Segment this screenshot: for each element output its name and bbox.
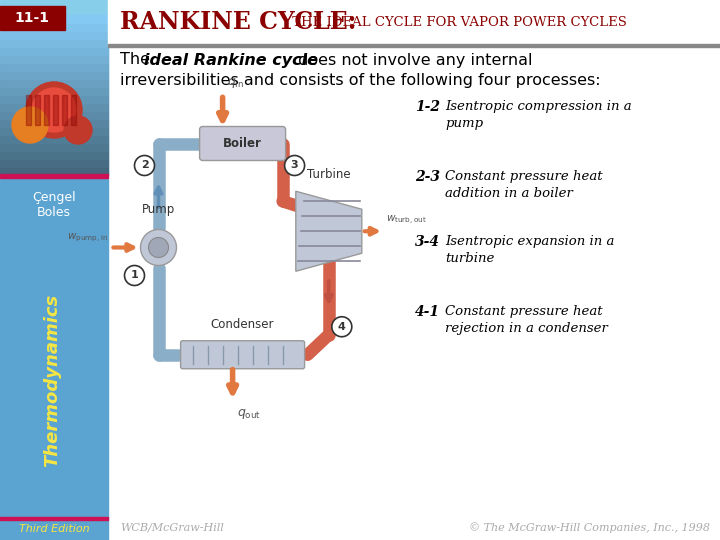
Bar xyxy=(0,135,108,143)
Text: 4: 4 xyxy=(338,322,346,332)
Text: 1-2: 1-2 xyxy=(415,100,440,114)
Bar xyxy=(0,179,108,540)
Text: WCB/McGraw-Hill: WCB/McGraw-Hill xyxy=(120,523,224,533)
Text: $w_\mathrm{turb,out}$: $w_\mathrm{turb,out}$ xyxy=(386,214,427,227)
Bar xyxy=(0,31,108,39)
Bar xyxy=(0,15,108,23)
Bar xyxy=(0,47,108,55)
Text: Third Edition: Third Edition xyxy=(19,524,89,534)
Text: $q_\mathrm{in}$: $q_\mathrm{in}$ xyxy=(227,76,243,90)
Bar xyxy=(0,39,108,47)
Text: Pump: Pump xyxy=(142,202,175,215)
FancyBboxPatch shape xyxy=(199,126,286,160)
Text: rejection in a condenser: rejection in a condenser xyxy=(445,322,608,335)
Circle shape xyxy=(284,156,305,176)
Bar xyxy=(0,127,108,135)
Text: addition in a boiler: addition in a boiler xyxy=(445,187,573,200)
Bar xyxy=(0,111,108,119)
Bar xyxy=(71,95,76,125)
Text: RANKINE CYCLE:: RANKINE CYCLE: xyxy=(120,10,356,34)
Circle shape xyxy=(12,107,48,143)
Text: THE IDEAL CYCLE FOR VAPOR POWER CYCLES: THE IDEAL CYCLE FOR VAPOR POWER CYCLES xyxy=(288,16,627,29)
Bar xyxy=(53,95,58,125)
Text: 4-1: 4-1 xyxy=(415,305,440,319)
Text: 2-3: 2-3 xyxy=(415,170,440,184)
Bar xyxy=(26,95,31,125)
Text: Condenser: Condenser xyxy=(211,318,274,330)
Text: irreversibilities and consists of the following four processes:: irreversibilities and consists of the fo… xyxy=(120,72,600,87)
Text: Boles: Boles xyxy=(37,206,71,219)
Bar xyxy=(0,167,108,175)
Bar xyxy=(0,63,108,71)
Circle shape xyxy=(32,88,76,132)
Bar xyxy=(0,143,108,151)
Text: Constant pressure heat: Constant pressure heat xyxy=(445,170,603,183)
Bar xyxy=(108,0,720,45)
Text: The: The xyxy=(120,52,155,68)
Circle shape xyxy=(332,317,352,337)
Bar xyxy=(0,87,108,95)
Bar xyxy=(0,159,108,167)
Circle shape xyxy=(135,156,155,176)
Text: Turbine: Turbine xyxy=(307,168,351,181)
Text: turbine: turbine xyxy=(445,252,495,265)
Circle shape xyxy=(148,238,168,258)
Text: ideal Rankine cycle: ideal Rankine cycle xyxy=(144,52,318,68)
FancyBboxPatch shape xyxy=(228,127,256,159)
FancyBboxPatch shape xyxy=(181,341,305,369)
Bar xyxy=(0,23,108,31)
Bar xyxy=(0,6,65,30)
Bar xyxy=(0,174,108,178)
Text: $q_\mathrm{out}$: $q_\mathrm{out}$ xyxy=(237,407,261,421)
Bar xyxy=(35,95,40,125)
Text: Boiler: Boiler xyxy=(223,137,262,150)
Text: © The McGraw-Hill Companies, Inc., 1998: © The McGraw-Hill Companies, Inc., 1998 xyxy=(469,523,710,534)
Text: 3-4: 3-4 xyxy=(415,235,440,249)
Circle shape xyxy=(64,116,92,144)
Bar xyxy=(0,119,108,127)
Bar xyxy=(108,44,720,47)
Bar xyxy=(0,71,108,79)
Bar xyxy=(0,95,108,103)
Text: 2: 2 xyxy=(140,160,148,171)
Text: Thermodynamics: Thermodynamics xyxy=(43,293,61,467)
Text: 11-1: 11-1 xyxy=(14,11,50,25)
Bar xyxy=(0,103,108,111)
Bar xyxy=(0,151,108,159)
Bar xyxy=(0,79,108,87)
FancyBboxPatch shape xyxy=(202,127,230,159)
Text: does not involve any internal: does not involve any internal xyxy=(293,52,533,68)
Text: Isentropic compression in a: Isentropic compression in a xyxy=(445,100,631,113)
FancyBboxPatch shape xyxy=(253,127,282,159)
Bar xyxy=(0,0,108,175)
Circle shape xyxy=(140,230,176,266)
Text: 3: 3 xyxy=(291,160,298,171)
Circle shape xyxy=(125,266,145,286)
Text: $w_\mathrm{pump,in}$: $w_\mathrm{pump,in}$ xyxy=(68,231,109,244)
Circle shape xyxy=(26,82,82,138)
Text: Çengel: Çengel xyxy=(32,191,76,204)
Text: Constant pressure heat: Constant pressure heat xyxy=(445,305,603,318)
Polygon shape xyxy=(296,191,361,271)
Bar xyxy=(62,95,67,125)
Text: Isentropic expansion in a: Isentropic expansion in a xyxy=(445,235,614,248)
Text: pump: pump xyxy=(445,117,483,130)
Bar xyxy=(44,95,49,125)
Bar xyxy=(0,517,108,520)
Bar xyxy=(0,55,108,63)
Text: 1: 1 xyxy=(130,271,138,280)
